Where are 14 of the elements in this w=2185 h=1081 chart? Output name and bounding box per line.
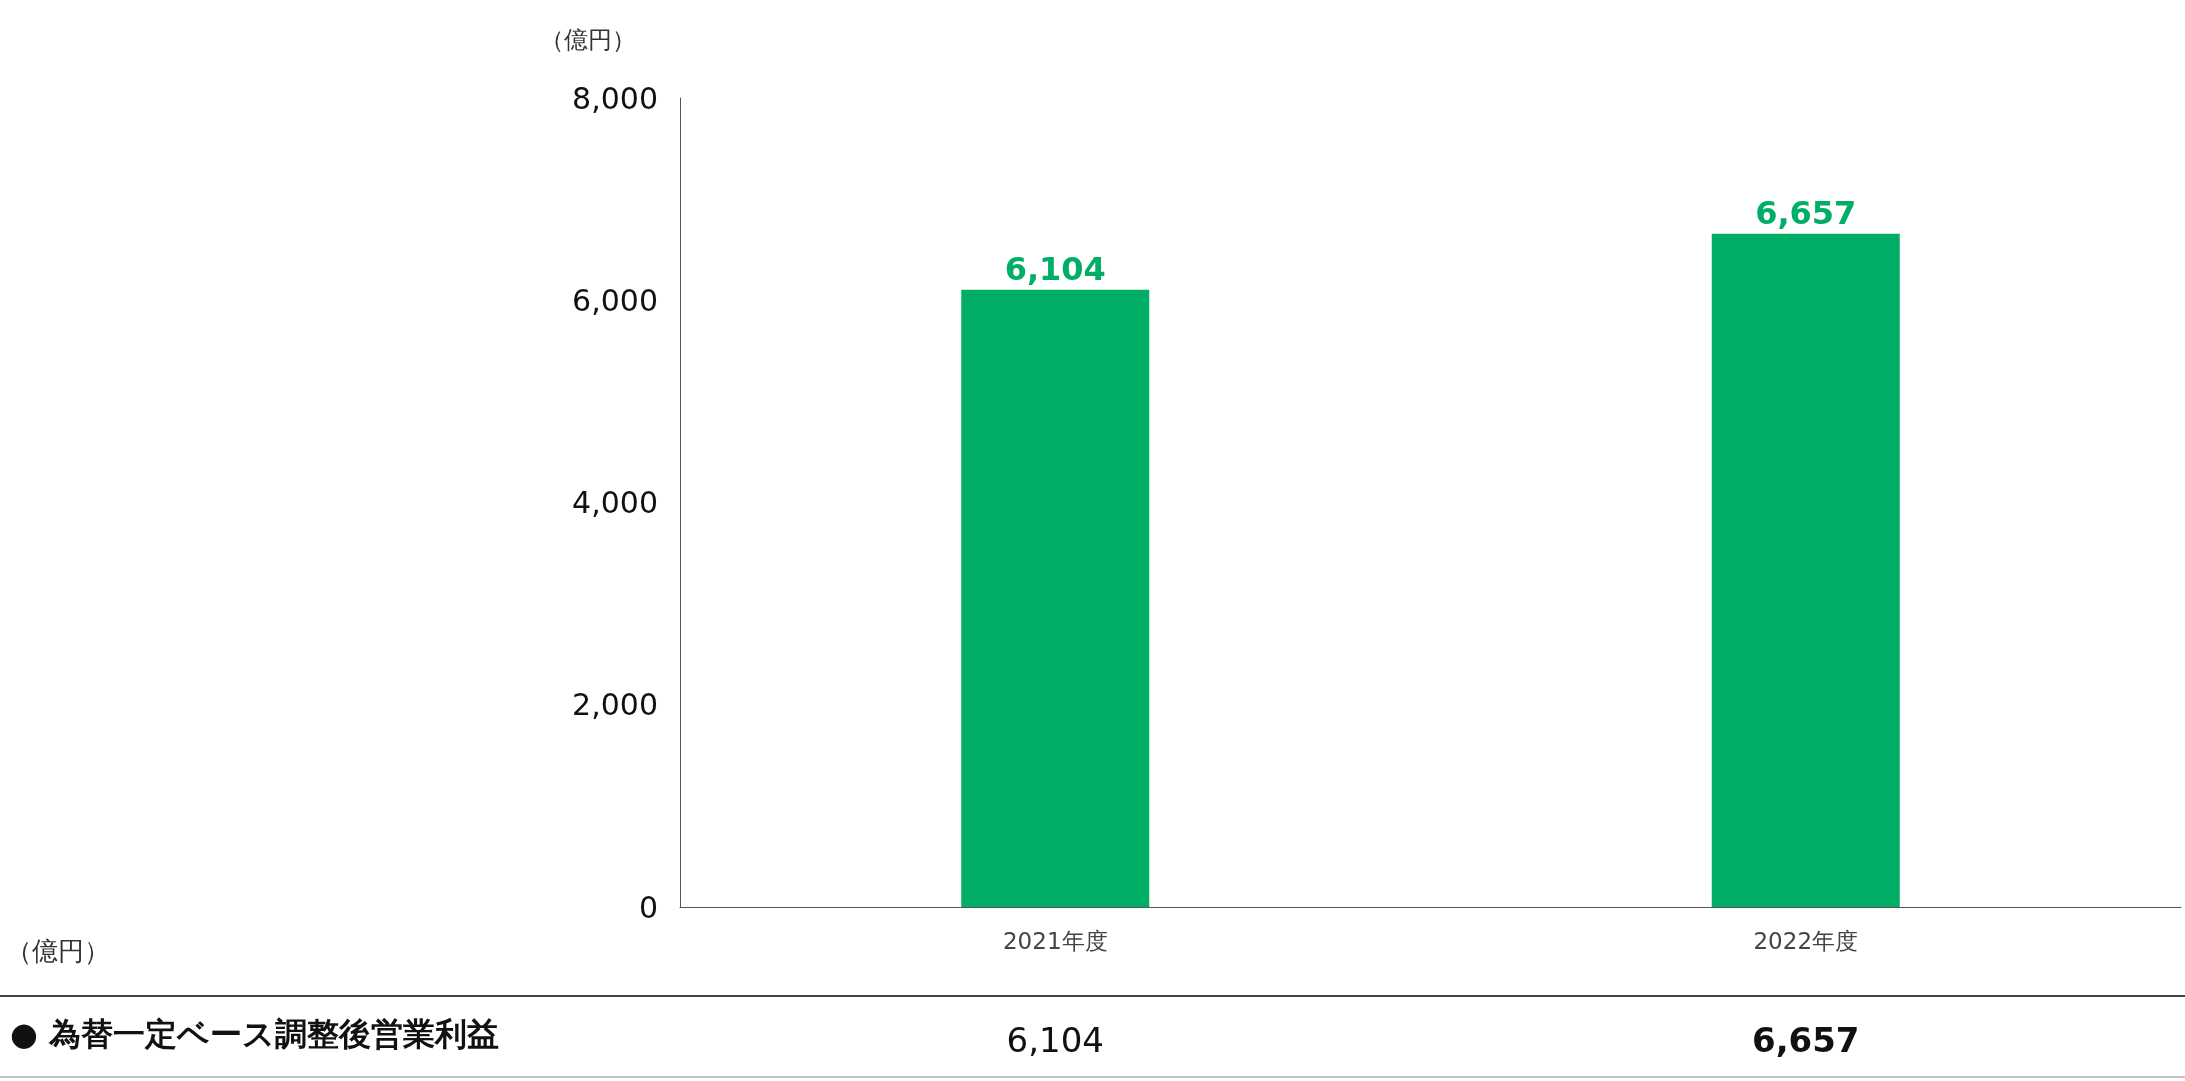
data-label: 6,657 [1751, 1020, 1860, 1060]
y-tick-label: 6,000 [572, 282, 658, 318]
y-tick-label: 8,000 [572, 80, 658, 116]
text: （億円） [6, 936, 110, 966]
y-tick-label: 4,000 [572, 485, 658, 520]
text: ● 為替一定ベース調整後営業利益 [10, 1015, 500, 1053]
x-tick-label: 2021年度 [1002, 927, 1108, 954]
y-tick-label: 0 [638, 889, 658, 925]
text: 6,104 [1004, 249, 1106, 288]
y-axis-title: （億円） [540, 26, 636, 54]
data-label: 6,104 [1006, 1020, 1104, 1060]
text: 6,657 [1755, 193, 1857, 232]
x-tick-label: 2022年度 [1753, 927, 1859, 954]
y-tick-label: 2,000 [572, 687, 658, 723]
